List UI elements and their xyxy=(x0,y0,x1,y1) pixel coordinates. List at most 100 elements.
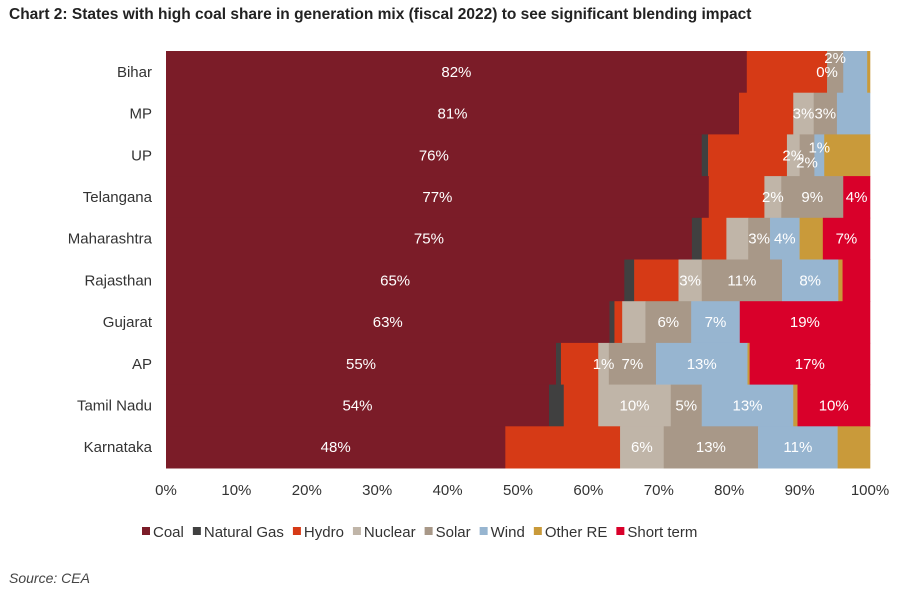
x-tick-label: 50% xyxy=(503,482,533,499)
x-tick-label: 100% xyxy=(851,482,889,499)
data-label: 3% xyxy=(814,106,836,123)
data-label: 13% xyxy=(732,397,762,414)
category-label: Gujarat xyxy=(103,314,153,331)
category-label: Tamil Nadu xyxy=(77,397,152,414)
data-label: 6% xyxy=(631,439,653,456)
data-label: 10% xyxy=(819,397,849,414)
bar-segment-natural-gas xyxy=(691,217,703,260)
bar-segment-other-re xyxy=(793,384,798,427)
x-tick-label: 30% xyxy=(362,482,392,499)
category-label: Maharashtra xyxy=(68,231,153,248)
data-label: 7% xyxy=(622,356,644,373)
x-tick-label: 10% xyxy=(221,482,251,499)
data-label: 2% xyxy=(782,147,804,164)
legend-swatch xyxy=(292,527,301,535)
bar-segment-natural-gas xyxy=(624,259,635,302)
bar-segment-nuclear xyxy=(620,426,665,469)
bar-segment-hydro xyxy=(746,51,828,94)
data-label: 13% xyxy=(687,356,717,373)
legend-swatch xyxy=(142,527,150,535)
legend-swatch xyxy=(352,527,361,535)
bar-segment-wind xyxy=(836,92,871,135)
data-label: 17% xyxy=(795,356,825,373)
data-label: 3% xyxy=(679,272,701,289)
legend-swatch xyxy=(424,527,433,535)
bar-segment-natural-gas xyxy=(548,384,565,427)
data-label: 77% xyxy=(422,189,452,206)
bar-segment-short-term xyxy=(842,259,871,302)
legend-entry: Other RE xyxy=(545,524,608,541)
legend-swatch xyxy=(192,527,201,535)
data-label: 48% xyxy=(321,439,351,456)
bar-segment-hydro xyxy=(739,92,794,135)
bar-segment-short-term xyxy=(843,176,871,219)
bar-segment-nuclear xyxy=(726,217,749,260)
data-label: 5% xyxy=(675,397,697,414)
legend-entry: Hydro xyxy=(304,524,344,541)
bar-segment-wind xyxy=(782,259,839,302)
bar-segment-wind xyxy=(843,51,868,94)
bar-segment-solar xyxy=(608,342,657,386)
bar-segment-coal xyxy=(166,384,550,427)
data-label: 8% xyxy=(799,272,821,289)
legend-entry: Coal xyxy=(153,524,184,541)
data-label: 75% xyxy=(414,231,444,248)
data-label: 2% xyxy=(824,50,846,67)
bar-segment-short-term xyxy=(797,384,871,427)
bar-segment-hydro xyxy=(614,301,623,344)
bar-segment-nuclear xyxy=(622,301,646,344)
x-tick-label: 20% xyxy=(292,482,322,499)
x-tick-label: 0% xyxy=(155,482,177,499)
bar-segment-other-re xyxy=(837,426,871,469)
bar-segment-solar xyxy=(813,92,838,135)
bar-segment-coal xyxy=(166,51,748,94)
bar-segment-other-re xyxy=(799,217,824,260)
bar-segment-coal xyxy=(166,426,506,469)
data-label: 9% xyxy=(801,189,823,206)
source-note: Source: CEA xyxy=(9,570,90,586)
chart-title: Chart 2: States with high coal share in … xyxy=(9,6,752,23)
bar-segment-natural-gas xyxy=(609,301,615,344)
data-label: 19% xyxy=(790,314,820,331)
data-label: 3% xyxy=(793,106,815,123)
bar-segment-coal xyxy=(166,301,610,344)
legend-entry: Solar xyxy=(436,524,471,541)
data-label: 76% xyxy=(419,147,449,164)
bar-segment-natural-gas xyxy=(701,134,709,177)
data-label: 11% xyxy=(727,272,756,289)
category-label: Bihar xyxy=(117,64,152,81)
bar-segment-wind xyxy=(758,426,838,469)
bar-segment-nuclear xyxy=(598,342,610,386)
data-label: 4% xyxy=(774,231,796,248)
bar-segment-nuclear xyxy=(764,176,782,219)
bar-segment-other-re xyxy=(867,51,871,94)
legend-swatch xyxy=(479,527,488,535)
bar-segment-coal xyxy=(166,176,710,219)
bar-segment-hydro xyxy=(708,134,788,177)
data-label: 4% xyxy=(846,189,868,206)
legend-entry: Natural Gas xyxy=(204,524,284,541)
x-tick-label: 40% xyxy=(433,482,463,499)
data-label: 10% xyxy=(619,397,649,414)
x-tick-label: 60% xyxy=(573,482,603,499)
data-label: 2% xyxy=(762,189,784,206)
bar-segment-wind xyxy=(691,301,741,344)
data-label: 1% xyxy=(808,139,830,156)
bar-segment-solar xyxy=(799,134,815,177)
bar-segment-hydro xyxy=(505,426,621,469)
bar-segment-solar xyxy=(670,384,703,427)
bar-segment-nuclear xyxy=(793,92,814,135)
bar-segment-hydro xyxy=(563,384,599,427)
data-label: 3% xyxy=(748,231,770,248)
bar-segment-other-re xyxy=(747,342,750,386)
data-label: 1% xyxy=(593,356,615,373)
bar-segment-short-term xyxy=(749,342,871,386)
data-label: 63% xyxy=(373,314,403,331)
data-label: 54% xyxy=(342,397,372,414)
bar-segment-solar xyxy=(701,259,783,302)
bar-segment-wind xyxy=(814,134,825,177)
bar-segment-hydro xyxy=(560,342,599,386)
bar-segment-hydro xyxy=(634,259,679,302)
bar-segment-short-term xyxy=(739,301,871,344)
